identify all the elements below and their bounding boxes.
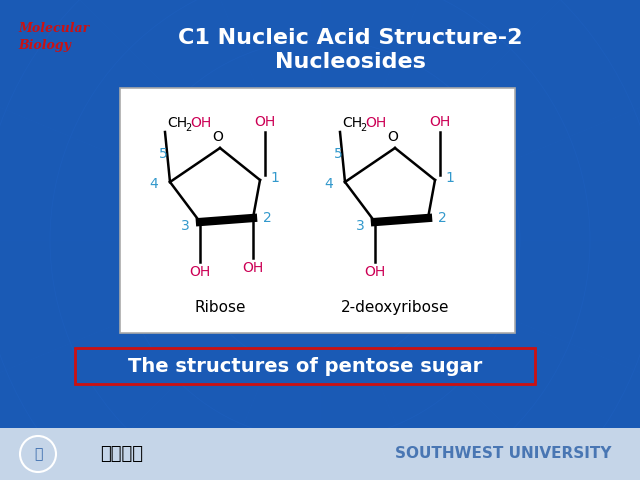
Text: 5: 5 — [334, 147, 343, 161]
Text: OH: OH — [254, 115, 276, 129]
Text: 4: 4 — [324, 177, 333, 191]
Text: Ribose: Ribose — [195, 300, 246, 315]
FancyBboxPatch shape — [75, 348, 535, 384]
Text: The structures of pentose sugar: The structures of pentose sugar — [128, 357, 482, 375]
Text: Molecular
Biology: Molecular Biology — [18, 22, 89, 52]
Text: 2: 2 — [185, 123, 191, 133]
Text: OH: OH — [429, 115, 451, 129]
Text: SOUTHWEST UNIVERSITY: SOUTHWEST UNIVERSITY — [395, 446, 611, 461]
Text: CH: CH — [342, 116, 362, 130]
Text: 2-deoxyribose: 2-deoxyribose — [340, 300, 449, 315]
Text: 1: 1 — [270, 171, 279, 185]
Text: OH: OH — [189, 265, 211, 279]
Text: OH: OH — [365, 116, 387, 130]
Text: 大: 大 — [34, 447, 42, 461]
Text: OH: OH — [364, 265, 386, 279]
Text: 1: 1 — [445, 171, 454, 185]
Text: OH: OH — [190, 116, 211, 130]
Text: 3: 3 — [181, 219, 190, 233]
Text: 5: 5 — [159, 147, 168, 161]
Text: O: O — [388, 130, 399, 144]
Text: C1 Nucleic Acid Structure-2: C1 Nucleic Acid Structure-2 — [178, 28, 522, 48]
FancyBboxPatch shape — [120, 88, 515, 333]
Text: O: O — [212, 130, 223, 144]
Text: 2: 2 — [360, 123, 366, 133]
Text: 西南大学: 西南大学 — [100, 445, 143, 463]
FancyBboxPatch shape — [0, 428, 640, 480]
Text: 2: 2 — [438, 211, 447, 225]
Text: 4: 4 — [149, 177, 158, 191]
Text: Nucleosides: Nucleosides — [275, 52, 426, 72]
Text: 3: 3 — [356, 219, 365, 233]
Text: OH: OH — [243, 261, 264, 275]
Text: 2: 2 — [263, 211, 272, 225]
Text: CH: CH — [167, 116, 187, 130]
